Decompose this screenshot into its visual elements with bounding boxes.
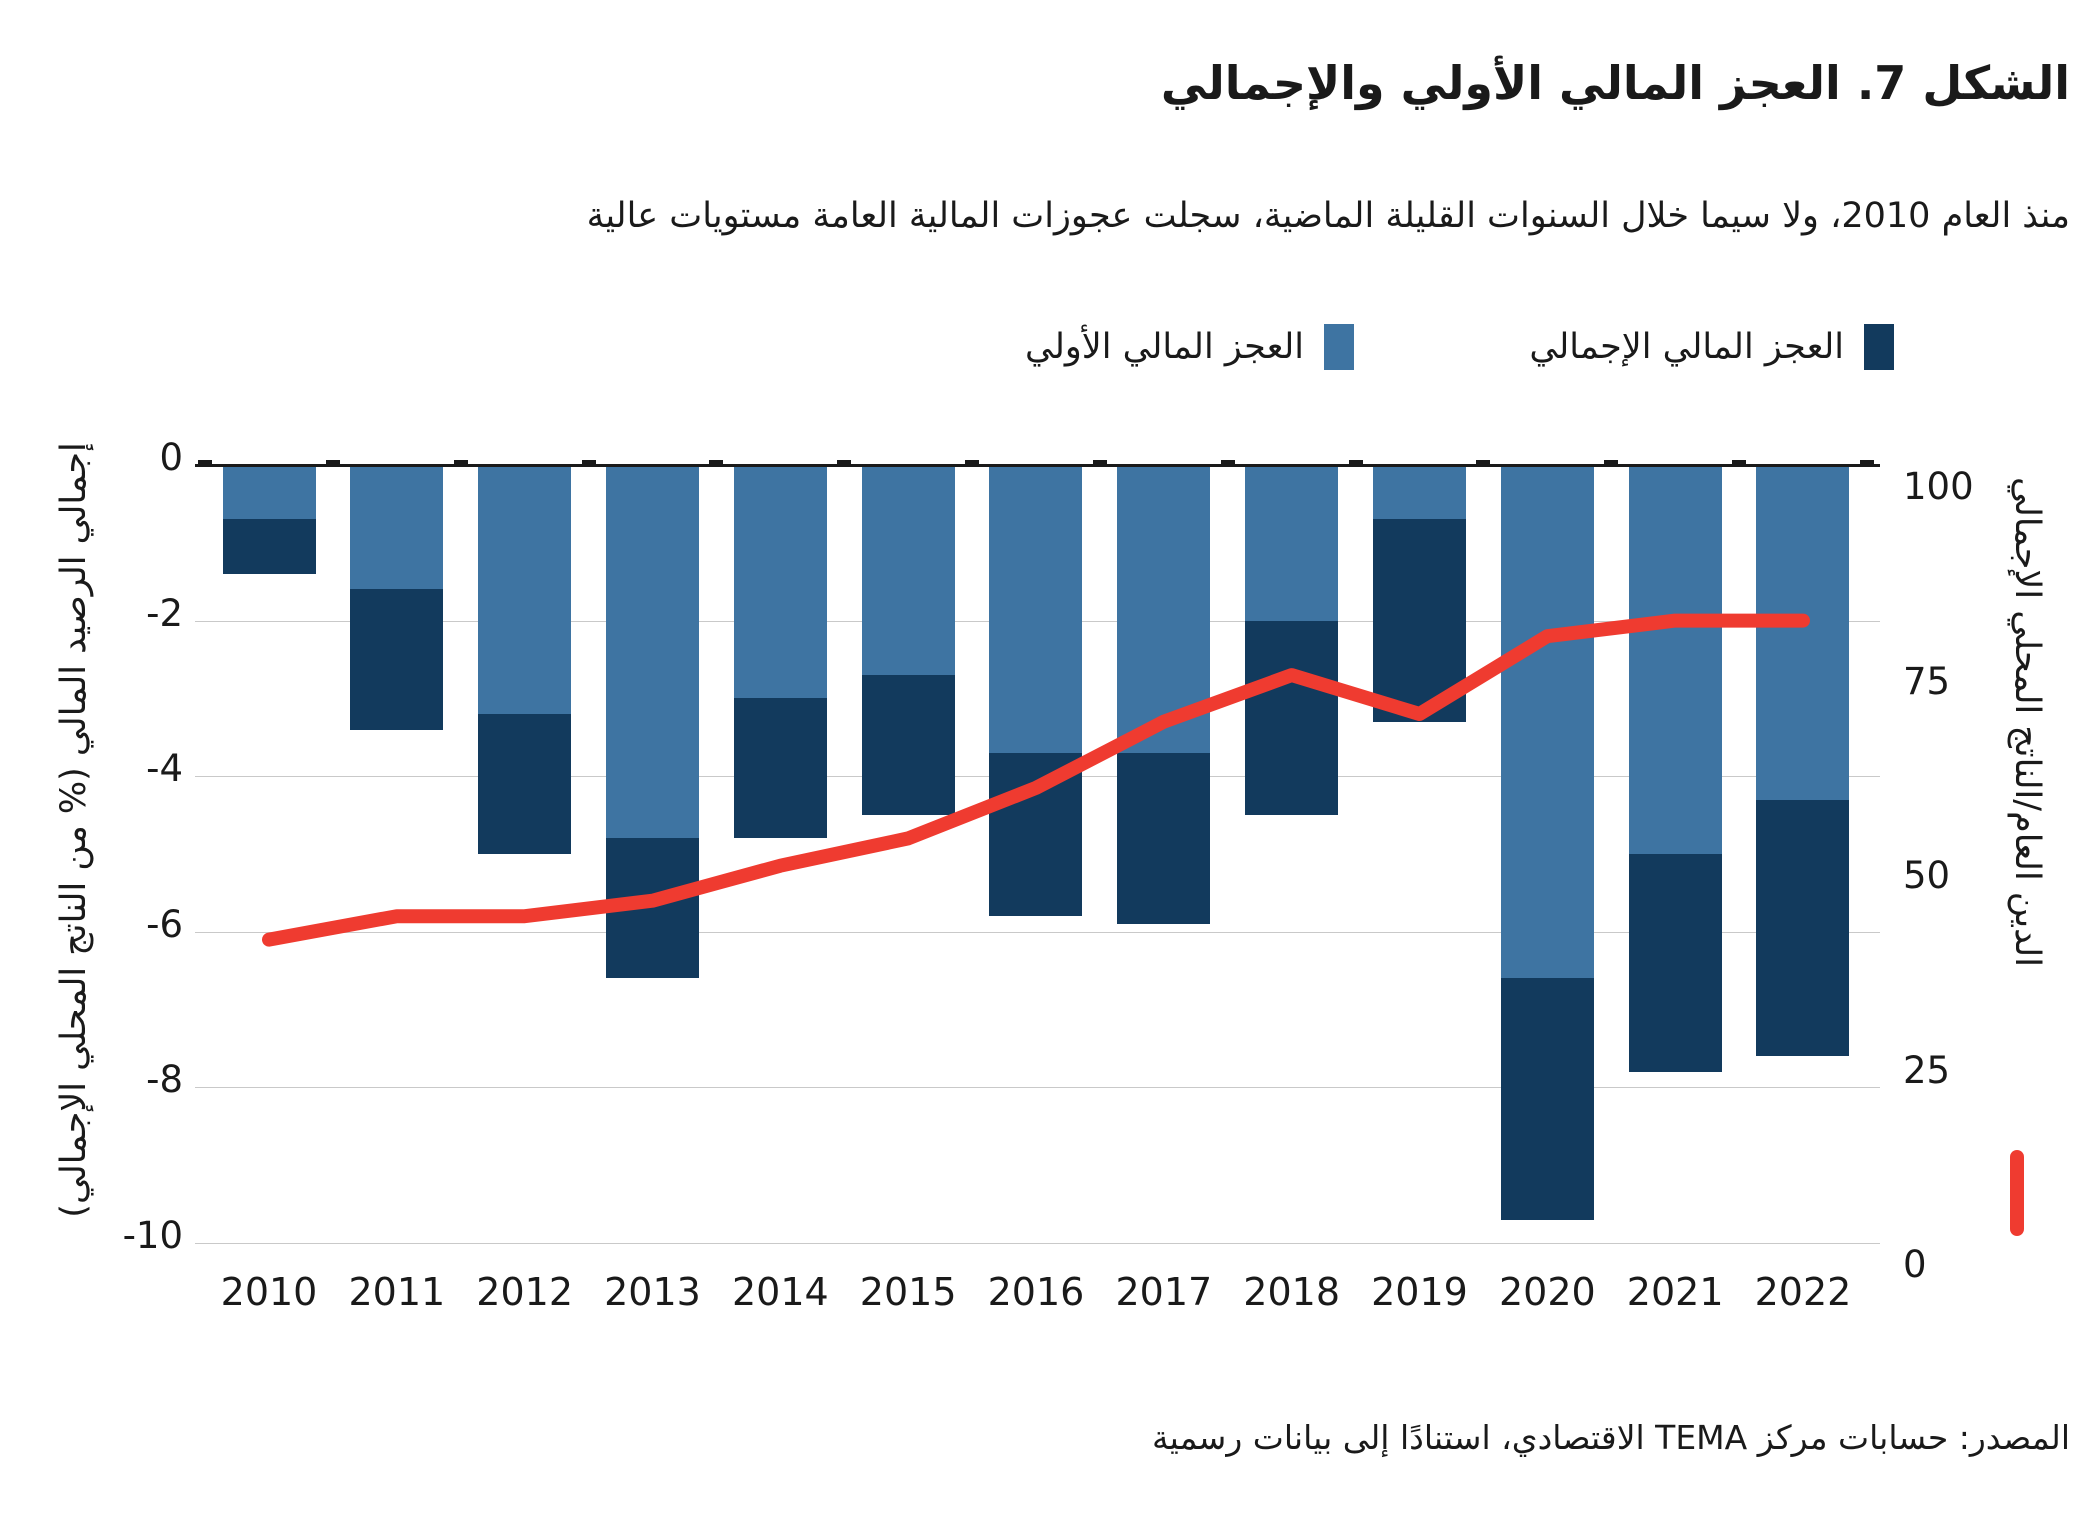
zero-axis-tick	[581, 460, 596, 465]
bar-primary-deficit-2020	[1500, 466, 1594, 979]
x-tick-label-2013: 2013	[604, 1270, 701, 1314]
bar-overall-deficit-2020	[1500, 978, 1594, 1220]
chart-title: الشكل 7. العجز المالي الأولي والإجمالي	[1160, 56, 2070, 110]
left-tick-label: -8	[146, 1058, 183, 1102]
debt-line-legend-mark	[2010, 1150, 2024, 1236]
x-tick-label-2020: 2020	[1498, 1270, 1596, 1314]
bar-primary-deficit-2012	[478, 466, 572, 714]
legend-item-primary-deficit: العجز المالي الأولي	[1025, 324, 1354, 370]
x-tick-label-2017: 2017	[1115, 1270, 1213, 1314]
legend-label-overall: العجز المالي الإجمالي	[1529, 327, 1844, 367]
right-tick-label: 50	[1903, 854, 1951, 897]
right-tick-label: 75	[1903, 659, 1951, 703]
bar-overall-deficit-2018	[1245, 620, 1339, 816]
x-tick-label-2022: 2022	[1754, 1270, 1852, 1314]
overall-deficit-swatch	[1864, 324, 1894, 370]
bar-overall-deficit-2010	[222, 519, 316, 574]
plot-area	[195, 460, 1880, 1244]
x-tick-label-2018: 2018	[1243, 1270, 1341, 1314]
bar-primary-deficit-2018	[1245, 466, 1339, 621]
primary-deficit-swatch	[1324, 324, 1354, 370]
bar-overall-deficit-2011	[350, 589, 444, 730]
gridline	[195, 1087, 1880, 1089]
bar-overall-deficit-2022	[1756, 799, 1850, 1057]
zero-axis-tick	[1220, 460, 1235, 465]
bar-overall-deficit-2014	[733, 698, 827, 839]
zero-axis-tick	[1348, 460, 1363, 465]
bar-primary-deficit-2013	[605, 466, 699, 839]
zero-axis-tick	[198, 460, 213, 465]
right-tick-label: 0	[1903, 1243, 1927, 1286]
chart-subtitle: منذ العام 2010، ولا سيما خلال السنوات ال…	[586, 196, 2070, 236]
x-tick-label-2015: 2015	[859, 1270, 957, 1314]
zero-axis-tick	[837, 460, 852, 465]
left-tick-label: -6	[146, 902, 183, 946]
gridline	[195, 1243, 1880, 1244]
bar-primary-deficit-2022	[1756, 466, 1850, 800]
left-tick-label: -4	[146, 747, 183, 791]
bar-primary-deficit-2011	[350, 466, 444, 590]
right-tick-label: 25	[1903, 1048, 1951, 1092]
zero-axis-tick	[1092, 460, 1107, 465]
legend-label-primary: العجز المالي الأولي	[1025, 327, 1304, 367]
debt-to-gdp-line	[262, 613, 1810, 947]
zero-axis-tick	[965, 460, 980, 465]
x-tick-label-2011: 2011	[348, 1270, 446, 1314]
x-tick-label-2012: 2012	[476, 1270, 574, 1314]
x-tick-label-2014: 2014	[731, 1270, 829, 1314]
zero-axis-tick	[325, 460, 340, 465]
right-tick-label: 100	[1903, 465, 1974, 508]
bar-overall-deficit-2021	[1628, 854, 1722, 1072]
left-tick-label: 0	[159, 436, 183, 479]
legend-item-overall-deficit: العجز المالي الإجمالي	[1529, 324, 1894, 370]
zero-axis-tick	[1604, 460, 1619, 465]
bar-overall-deficit-2015	[861, 675, 955, 816]
bar-primary-deficit-2016	[989, 466, 1083, 753]
bar-primary-deficit-2010	[222, 466, 316, 520]
zero-axis-line	[195, 463, 1880, 467]
bar-overall-deficit-2012	[478, 713, 572, 854]
bar-overall-deficit-2017	[1117, 752, 1211, 925]
bar-primary-deficit-2015	[861, 466, 955, 676]
zero-axis-tick	[1732, 460, 1747, 465]
left-axis-title: إجمالي الرصيد المالي (% من الناتج المحلي…	[54, 442, 94, 1218]
x-tick-label-2019: 2019	[1371, 1270, 1468, 1314]
zero-axis-tick	[709, 460, 724, 465]
x-tick-label-2010: 2010	[220, 1270, 318, 1314]
x-tick-label-2016: 2016	[987, 1270, 1085, 1314]
bar-primary-deficit-2019	[1372, 466, 1466, 520]
bar-primary-deficit-2021	[1628, 466, 1722, 854]
debt-line-layer	[262, 613, 1810, 947]
gridline	[195, 931, 1880, 933]
zero-axis-tick	[1859, 460, 1874, 465]
bar-primary-deficit-2014	[733, 466, 827, 699]
x-tick-label-2021: 2021	[1626, 1270, 1724, 1314]
left-tick-label: -10	[122, 1214, 183, 1257]
zero-axis-tick	[453, 460, 468, 465]
source-note: المصدر: حسابات مركز TEMA الاقتصادي، استن…	[1151, 1418, 2070, 1457]
zero-axis-tick	[1476, 460, 1491, 465]
left-tick-label: -2	[146, 591, 183, 635]
